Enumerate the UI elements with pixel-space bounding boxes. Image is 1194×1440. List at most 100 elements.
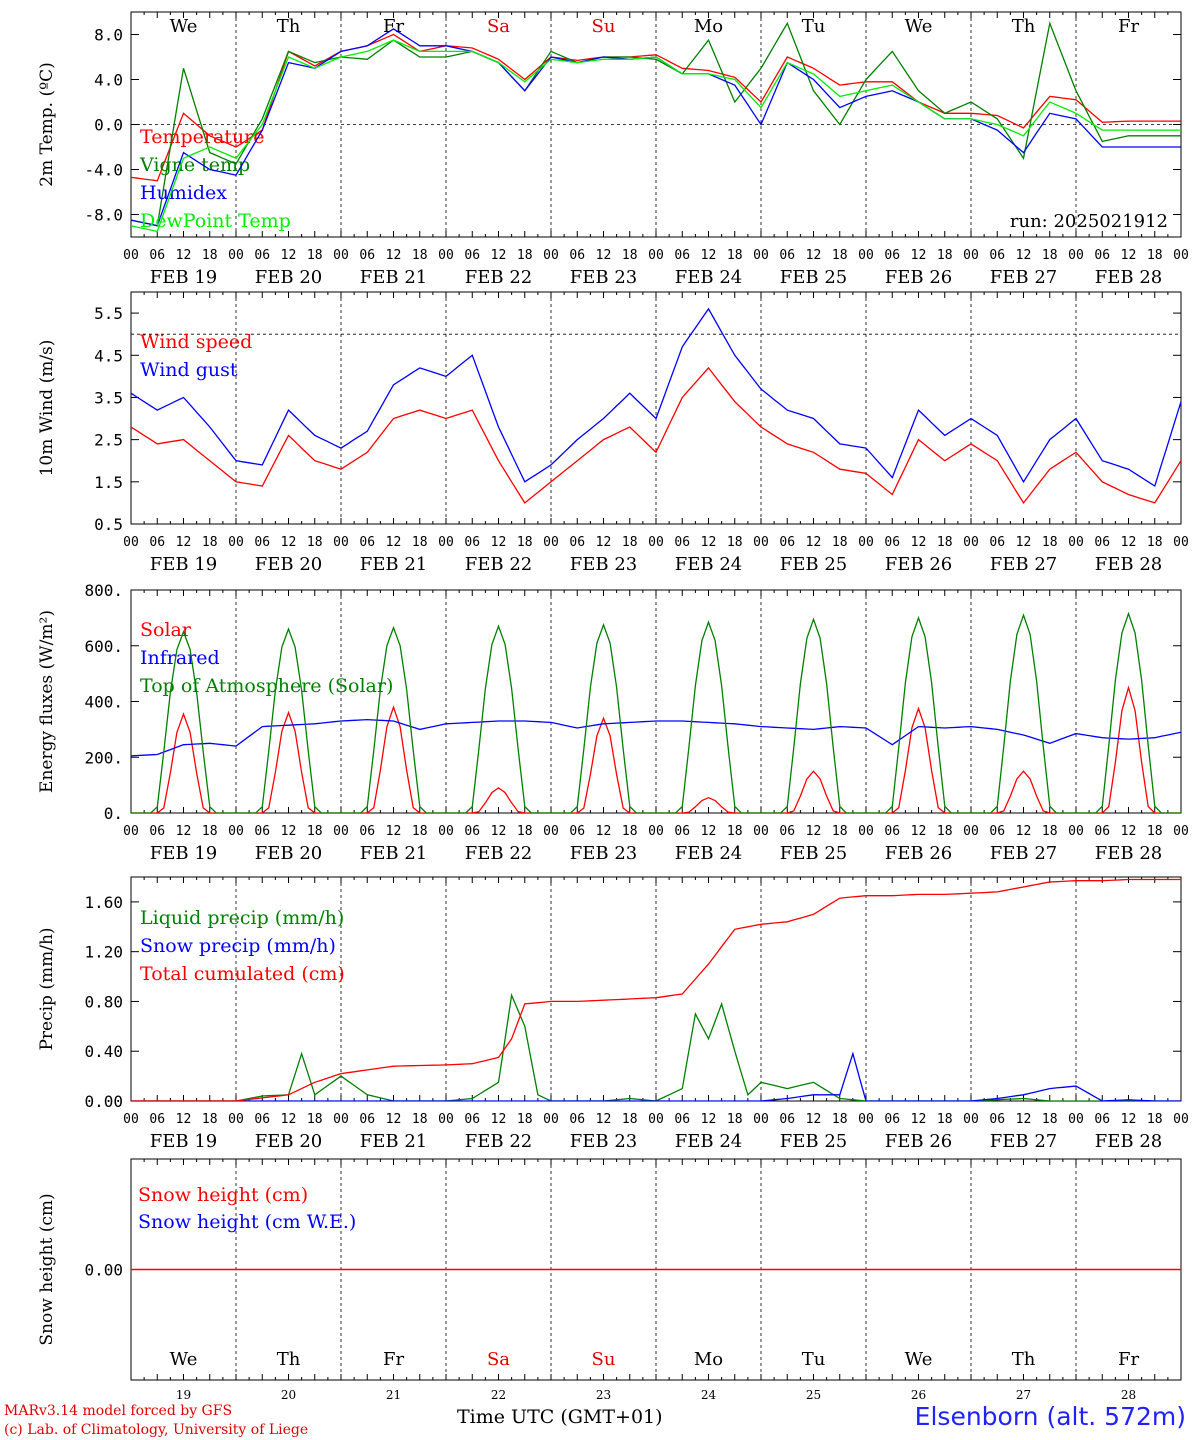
hour-tick-label: 06 — [674, 824, 690, 839]
hour-tick-label: 00 — [333, 248, 349, 263]
series-line-snow-precip-mm-h — [131, 1051, 1181, 1101]
hour-tick-label: 06 — [779, 1112, 795, 1127]
hour-tick-label: 12 — [176, 535, 192, 550]
hour-tick-label: 06 — [989, 248, 1005, 263]
hour-tick-label: 00 — [1068, 1112, 1084, 1127]
hour-tick-label: 18 — [622, 248, 638, 263]
weekday-label: Fr — [383, 16, 404, 37]
date-label: FEB 26 — [885, 267, 952, 288]
y-tick-label: 4.0 — [94, 71, 123, 90]
date-label: FEB 19 — [150, 843, 217, 864]
series-line-wind-speed — [131, 366, 1181, 505]
date-label: FEB 23 — [570, 843, 637, 864]
date-label: FEB 21 — [360, 843, 427, 864]
weekday-label: We — [905, 16, 933, 37]
legend-entry: Snow precip (mm/h) — [140, 935, 336, 957]
date-label: FEB 28 — [1095, 843, 1162, 864]
hour-tick-label: 12 — [911, 535, 927, 550]
hour-tick-label: 06 — [254, 1112, 270, 1127]
hour-tick-label: 06 — [884, 1112, 900, 1127]
hour-tick-label: 00 — [753, 248, 769, 263]
weekday-label: Th — [1012, 1349, 1036, 1370]
hour-tick-label: 06 — [1094, 1112, 1110, 1127]
series-line-liquid-precip-mm-h — [131, 992, 1181, 1101]
hour-tick-label: 06 — [359, 824, 375, 839]
y-tick-label: 1.20 — [84, 943, 123, 962]
hour-tick-label: 00 — [438, 535, 454, 550]
y-tick-label: 8.0 — [94, 26, 123, 45]
date-label: FEB 22 — [465, 267, 532, 288]
y-axis-title: Energy fluxes (W/m²) — [37, 610, 57, 793]
hour-tick-label: 12 — [491, 248, 507, 263]
hour-tick-label: 12 — [701, 824, 717, 839]
date-label: FEB 27 — [990, 1131, 1057, 1152]
weekday-label: Th — [277, 16, 301, 37]
hour-tick-label: 06 — [779, 248, 795, 263]
weekday-label: We — [170, 1349, 198, 1370]
date-label: FEB 21 — [360, 267, 427, 288]
date-label: FEB 19 — [150, 1131, 217, 1152]
hour-tick-label: 12 — [806, 1112, 822, 1127]
credits: MARv3.14 model forced by GFS (c) Lab. of… — [4, 1402, 308, 1440]
weekday-label: Fr — [1118, 1349, 1139, 1370]
hour-tick-label: 18 — [832, 824, 848, 839]
hour-tick-label: 18 — [517, 248, 533, 263]
hour-tick-label: 06 — [674, 1112, 690, 1127]
series-line-temperature — [131, 33, 1181, 182]
date-label: FEB 23 — [570, 267, 637, 288]
station-title: Elsenborn (alt. 572m) — [914, 1402, 1186, 1431]
hour-tick-label: 12 — [701, 535, 717, 550]
hour-tick-label: 06 — [359, 535, 375, 550]
weekday-label: We — [170, 16, 198, 37]
hour-tick-label: 00 — [543, 824, 559, 839]
date-label: FEB 28 — [1095, 1131, 1162, 1152]
hour-tick-label: 00 — [648, 535, 664, 550]
day-number-label: 19 — [176, 1388, 191, 1402]
date-label: FEB 24 — [675, 554, 742, 575]
y-axis-title: Snow height (cm) — [37, 1193, 57, 1345]
y-tick-label: 600. — [84, 637, 123, 656]
day-number-label: 23 — [596, 1388, 611, 1402]
hour-tick-label: 12 — [386, 824, 402, 839]
hour-tick-label: 12 — [491, 535, 507, 550]
run-label: run: 2025021912 — [1010, 211, 1168, 232]
hour-tick-label: 12 — [1121, 248, 1137, 263]
y-axis-title: Precip (mm/h) — [37, 927, 57, 1050]
hour-tick-label: 00 — [858, 535, 874, 550]
hour-tick-label: 06 — [569, 535, 585, 550]
date-label: FEB 27 — [990, 554, 1057, 575]
date-label: FEB 21 — [360, 1131, 427, 1152]
x-axis-title: Time UTC (GMT+01) — [457, 1406, 663, 1428]
hour-tick-label: 18 — [727, 824, 743, 839]
plot-frame-flux — [130, 589, 1182, 814]
date-label: FEB 24 — [675, 267, 742, 288]
hour-tick-label: 06 — [149, 1112, 165, 1127]
hour-tick-label: 00 — [753, 824, 769, 839]
hour-tick-label: 18 — [937, 248, 953, 263]
hour-tick-label: 06 — [674, 248, 690, 263]
hour-tick-label: 00 — [753, 1112, 769, 1127]
legend-entry: Wind gust — [140, 359, 238, 381]
hour-tick-label: 12 — [386, 1112, 402, 1127]
weekday-label: Sa — [487, 1349, 510, 1370]
hour-tick-label: 12 — [596, 1112, 612, 1127]
hour-tick-label: 18 — [307, 824, 323, 839]
hour-tick-label: 18 — [727, 1112, 743, 1127]
hour-tick-label: 06 — [254, 248, 270, 263]
date-label: FEB 21 — [360, 554, 427, 575]
hour-tick-label: 18 — [937, 824, 953, 839]
hour-tick-label: 00 — [333, 1112, 349, 1127]
hour-tick-label: 12 — [281, 1112, 297, 1127]
weekday-label: Su — [592, 16, 616, 37]
hour-tick-label: 12 — [596, 824, 612, 839]
weekday-label: Tu — [802, 16, 826, 37]
hour-tick-label: 00 — [1068, 248, 1084, 263]
hour-tick-label: 06 — [884, 824, 900, 839]
hour-tick-label: 18 — [1147, 824, 1163, 839]
date-label: FEB 23 — [570, 554, 637, 575]
legend-entry: Wind speed — [140, 331, 252, 353]
hour-tick-label: 12 — [911, 248, 927, 263]
hour-tick-label: 00 — [963, 535, 979, 550]
hour-tick-label: 00 — [753, 535, 769, 550]
y-tick-label: 0.40 — [84, 1042, 123, 1061]
